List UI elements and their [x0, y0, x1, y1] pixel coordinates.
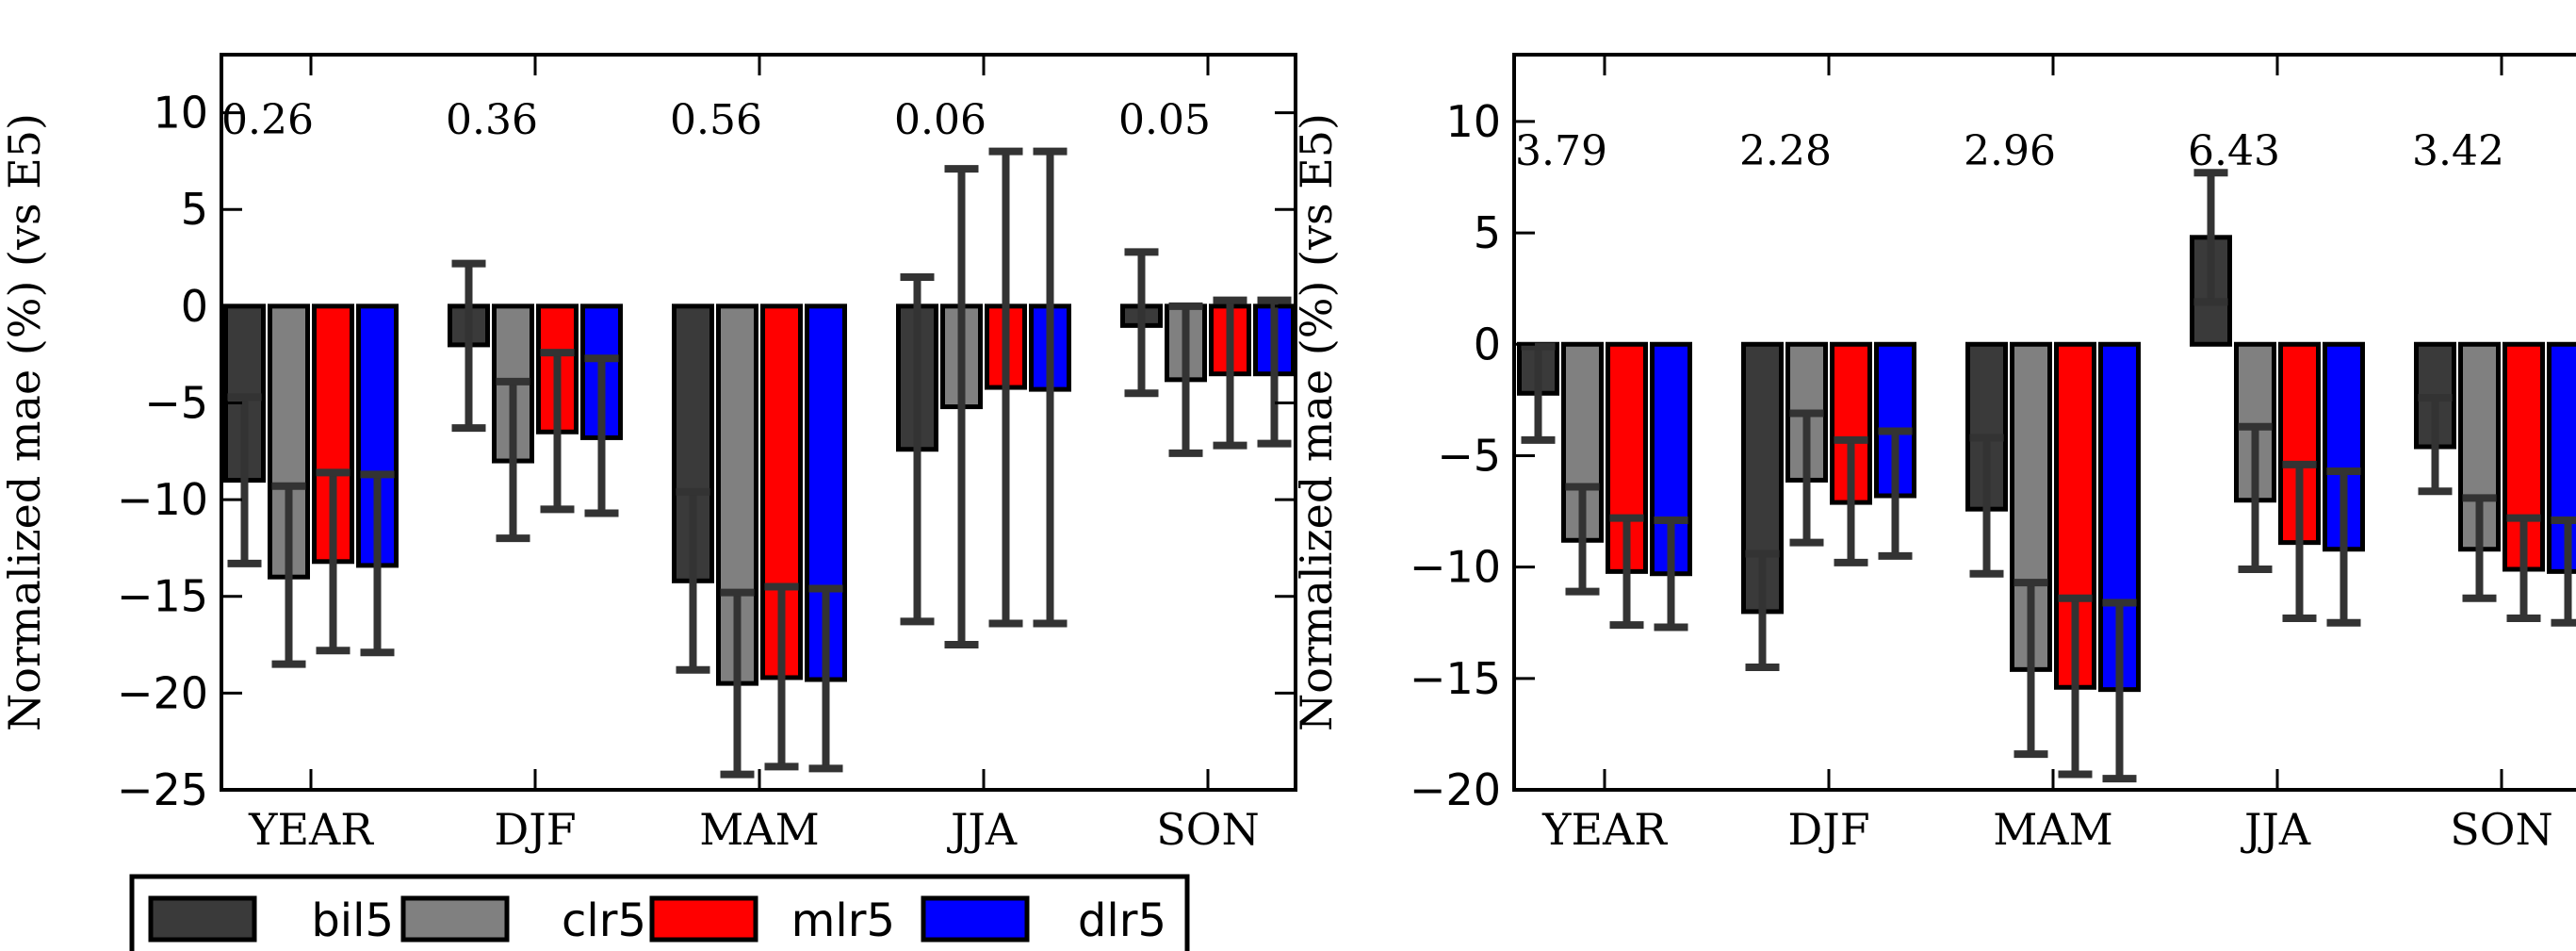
bar-dlr5-jja [2323, 341, 2365, 552]
xtick-label-son: SON [1156, 804, 1259, 855]
errorbar-dlr5-mam [808, 584, 843, 773]
errorbar-clr5-son [1168, 302, 1203, 457]
errorbar-bil5-year [227, 393, 262, 567]
annotation-year: 3.79 [1515, 127, 1607, 175]
ytick-label: 0 [181, 281, 208, 332]
ytick-label: 5 [1474, 207, 1501, 258]
errorbar-bil5-year [1521, 342, 1556, 444]
ytick-label: 10 [1445, 96, 1501, 147]
errorbar-mlr5-year [1609, 514, 1644, 630]
errorbar-mlr5-djf [540, 349, 575, 514]
errorbar-bil5-jja [2193, 169, 2228, 306]
errorbar-mlr5-year [316, 468, 351, 655]
legend-label-bil5: bil5 [311, 894, 394, 947]
xtick-label-djf: DJF [1787, 804, 1869, 855]
errorbar-bil5-djf [451, 259, 486, 433]
ytick-label: −5 [1437, 430, 1501, 481]
ytick-label: −15 [1410, 653, 1501, 704]
ytick-label: 10 [153, 88, 208, 139]
errorbar-dlr5-year [1654, 516, 1688, 631]
errorbar-bil5-son [1124, 248, 1159, 398]
annotation-djf: 0.36 [446, 96, 538, 144]
ytick-label: −25 [117, 764, 208, 815]
errorbar-clr5-mam [720, 588, 755, 779]
xtick-label-djf: DJF [494, 804, 576, 855]
errorbar-clr5-djf [1789, 409, 1824, 547]
y-axis-label: Normalized mae (%) (vs E5) [1291, 113, 1342, 731]
ytick-label: −10 [1410, 542, 1501, 593]
errorbar-mlr5-djf [1834, 435, 1868, 566]
errorbar-clr5-djf [496, 377, 530, 543]
errorbar-dlr5-son [2551, 516, 2576, 627]
ytick-label: 5 [181, 184, 208, 235]
left-panel: 10 5 0 −5 −10 −15 −20 −25 YEAR DJF MAM JJA SON 0.26 0.… [0, 53, 1297, 855]
errorbar-mlr5-son [1213, 296, 1247, 450]
annotation-jja: 0.06 [894, 96, 986, 144]
errorbar-bil5-mam [676, 487, 710, 674]
annotation-jja: 6.43 [2188, 127, 2280, 175]
annotation-son: 3.42 [2412, 127, 2504, 175]
errorbar-mlr5-mam [764, 582, 799, 771]
errorbar-dlr5-jja [1033, 147, 1068, 628]
errorbar-mlr5-jja [988, 147, 1023, 628]
ytick-label: −20 [1410, 764, 1501, 815]
xtick-label-year: YEAR [248, 804, 374, 855]
xtick-label-year: YEAR [1541, 804, 1668, 855]
errorbar-dlr5-djf [584, 354, 619, 517]
errorbar-dlr5-son [1257, 296, 1292, 448]
errorbar-clr5-year [1565, 483, 1600, 596]
errorbar-bil5-djf [1745, 549, 1780, 671]
ytick-label: −20 [117, 667, 208, 718]
annotation-son: 0.05 [1118, 96, 1211, 144]
ytick-label: −10 [117, 474, 208, 525]
annotation-djf: 2.28 [1739, 127, 1832, 175]
errorbar-mlr5-mam [2058, 594, 2093, 779]
axes-frame [1512, 53, 2576, 792]
xtick-label-jja: JJA [2241, 804, 2311, 855]
errorbar-bil5-son [2418, 394, 2453, 496]
annotation-mam: 0.56 [670, 96, 762, 144]
right-panel: 10 5 0 −5 −10 −15 −20 YEAR DJF MAM JJA SON 3.79 2.28 2… [1291, 53, 2576, 855]
bar-mlr5-jja [2278, 341, 2321, 546]
legend: bil5 clr5 mlr5 dlr5 [129, 874, 1190, 951]
ytick-label: −5 [144, 377, 208, 428]
legend-label-mlr5: mlr5 [791, 894, 895, 947]
xtick-label-mam: MAM [1993, 804, 2112, 855]
errorbar-bil5-mam [1969, 434, 2004, 578]
errorbar-bil5-jja [900, 273, 935, 626]
errorbar-dlr5-djf [1878, 427, 1913, 560]
bar-dlr5-son [2547, 341, 2576, 574]
y-axis-label: Normalized mae (%) (vs E5) [0, 113, 50, 731]
errorbar-clr5-jja [2238, 422, 2273, 573]
errorbar-clr5-year [271, 482, 306, 668]
annotation-mam: 2.96 [1964, 127, 2056, 175]
annotation-year: 0.26 [221, 96, 314, 144]
legend-swatch-clr5 [400, 895, 510, 943]
ytick-label: 0 [1474, 319, 1501, 369]
xtick-label-jja: JJA [947, 804, 1018, 855]
xtick-label-mam: MAM [699, 804, 819, 855]
legend-swatch-dlr5 [921, 895, 1030, 943]
legend-swatch-mlr5 [649, 895, 758, 943]
xtick-label-son: SON [2450, 804, 2552, 855]
errorbar-dlr5-jja [2326, 467, 2361, 627]
legend-swatch-bil5 [148, 895, 257, 943]
ytick-label: −15 [117, 571, 208, 622]
legend-label-dlr5: dlr5 [1078, 894, 1166, 947]
bar-clr5-year [1561, 341, 1604, 543]
errorbar-clr5-jja [944, 165, 979, 649]
errorbar-dlr5-mam [2102, 598, 2137, 783]
errorbar-mlr5-son [2506, 514, 2541, 622]
legend-label-clr5: clr5 [562, 894, 646, 947]
errorbar-mlr5-jja [2282, 460, 2317, 622]
errorbar-clr5-mam [2014, 579, 2048, 759]
errorbar-clr5-son [2462, 494, 2497, 602]
errorbar-dlr5-year [360, 470, 395, 657]
